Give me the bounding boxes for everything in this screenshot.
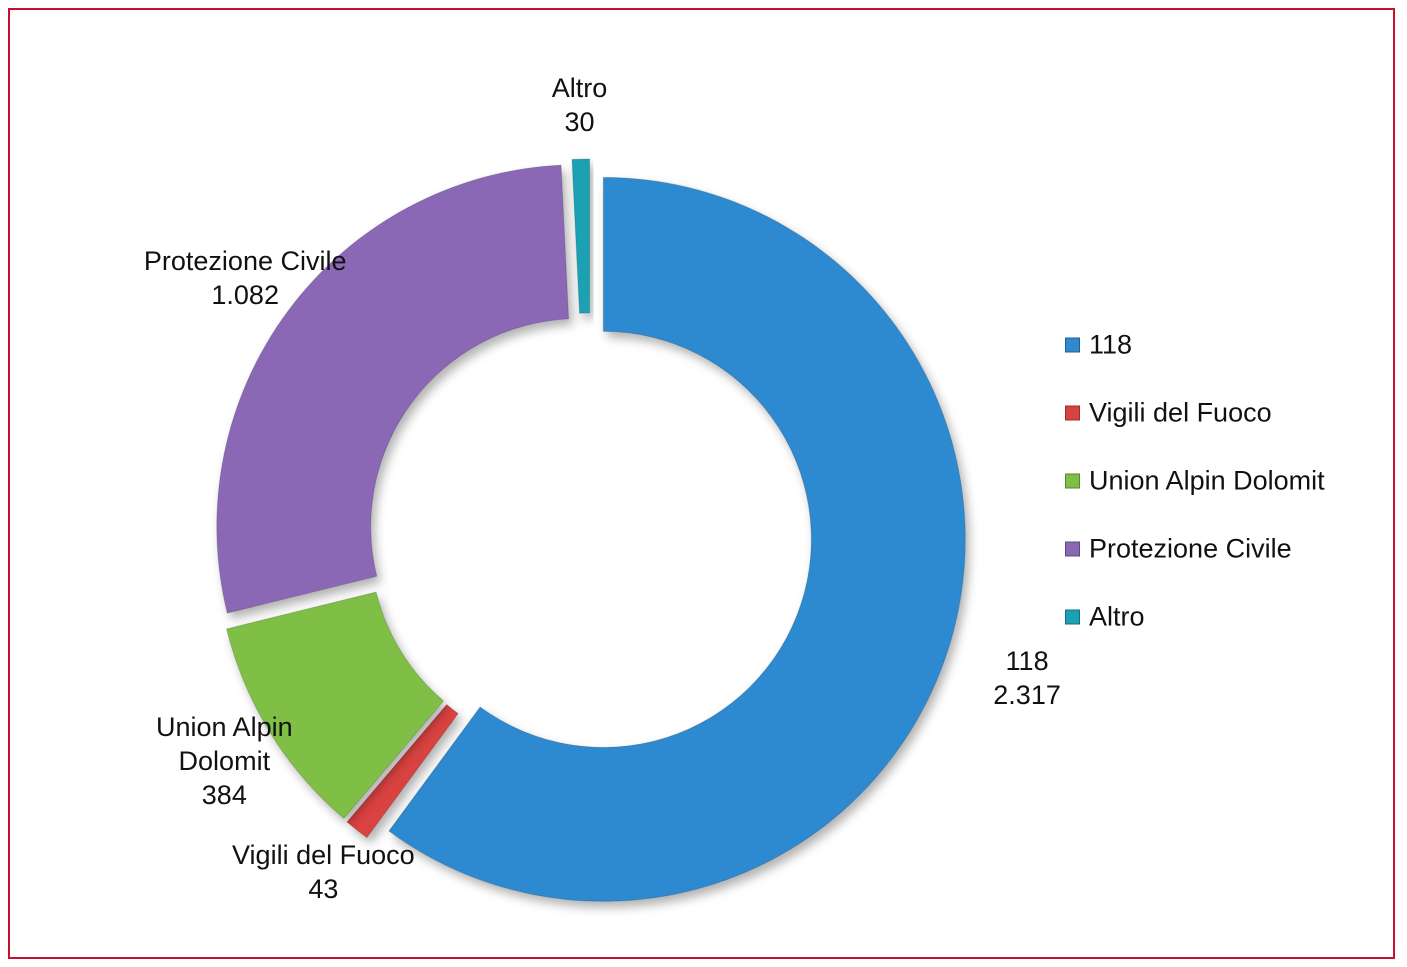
legend-label: Vigili del Fuoco	[1089, 397, 1272, 428]
legend-swatch	[1065, 541, 1080, 557]
donut-slice	[571, 158, 591, 314]
legend-label: Altro	[1089, 601, 1145, 632]
label-value: 1.082	[211, 280, 279, 311]
data-label: Union Alpin Dolomit 384	[139, 710, 309, 812]
legend-label: 118	[1089, 329, 1133, 360]
data-label: 118 2.317	[907, 644, 1147, 712]
label-name: Altro	[551, 73, 608, 104]
legend-swatch	[1065, 337, 1080, 353]
label-name: Union Alpin Dolomit	[156, 712, 293, 777]
donut-slice	[346, 703, 459, 839]
data-label: Altro 30	[459, 71, 699, 139]
label-value: 2.317	[993, 680, 1061, 711]
legend-entry: 118	[1065, 330, 1132, 361]
legend-entry: Vigili del Fuoco	[1065, 398, 1272, 429]
chart-frame	[8, 8, 1395, 959]
data-label: Vigili del Fuoco 43	[203, 838, 443, 906]
legend-swatch	[1065, 473, 1080, 489]
legend-swatch	[1065, 405, 1080, 421]
label-value: 43	[308, 874, 339, 905]
label-value: 384	[201, 780, 247, 811]
legend-entry: Protezione Civile	[1065, 534, 1292, 565]
label-name: Vigili del Fuoco	[232, 840, 415, 871]
donut-slice	[216, 164, 570, 614]
donut-slice	[225, 591, 445, 820]
legend-label: Union Alpin Dolomit	[1089, 465, 1325, 496]
donut-slice	[388, 176, 966, 902]
legend-entry: Altro	[1065, 602, 1145, 633]
legend-swatch	[1065, 609, 1080, 625]
data-label: Protezione Civile 1.082	[125, 244, 365, 312]
label-name: 118	[1005, 646, 1049, 677]
legend-label: Protezione Civile	[1089, 533, 1292, 564]
label-value: 30	[564, 107, 595, 138]
label-name: Protezione Civile	[143, 246, 347, 277]
legend-entry: Union Alpin Dolomit	[1065, 466, 1325, 497]
